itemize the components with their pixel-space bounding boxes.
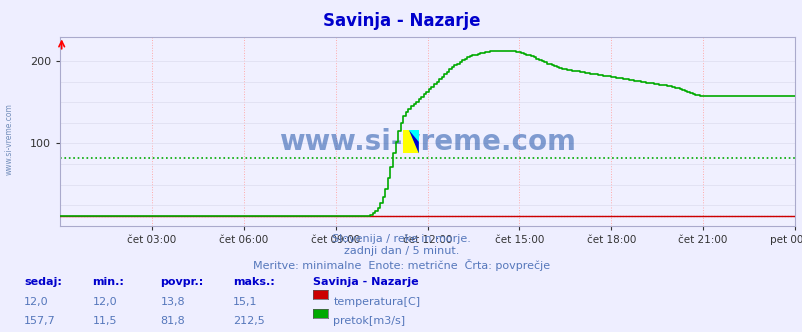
Text: zadnji dan / 5 minut.: zadnji dan / 5 minut.: [343, 246, 459, 256]
Text: 81,8: 81,8: [160, 316, 185, 326]
Text: 157,7: 157,7: [24, 316, 56, 326]
Text: 13,8: 13,8: [160, 297, 185, 307]
Text: 212,5: 212,5: [233, 316, 265, 326]
Text: povpr.:: povpr.:: [160, 277, 204, 287]
Text: Slovenija / reke in morje.: Slovenija / reke in morje.: [332, 234, 470, 244]
Text: min.:: min.:: [92, 277, 124, 287]
Text: 12,0: 12,0: [92, 297, 117, 307]
Text: 12,0: 12,0: [24, 297, 49, 307]
Text: Savinja - Nazarje: Savinja - Nazarje: [322, 12, 480, 30]
Polygon shape: [408, 130, 419, 153]
Text: www.si-vreme.com: www.si-vreme.com: [279, 128, 575, 156]
Text: Savinja - Nazarje: Savinja - Nazarje: [313, 277, 419, 287]
Text: 15,1: 15,1: [233, 297, 257, 307]
Text: sedaj:: sedaj:: [24, 277, 62, 287]
Text: pretok[m3/s]: pretok[m3/s]: [333, 316, 405, 326]
Text: www.si-vreme.com: www.si-vreme.com: [5, 104, 14, 175]
Text: 11,5: 11,5: [92, 316, 117, 326]
Polygon shape: [408, 130, 419, 153]
Text: temperatura[C]: temperatura[C]: [333, 297, 419, 307]
Text: Meritve: minimalne  Enote: metrične  Črta: povprečje: Meritve: minimalne Enote: metrične Črta:…: [253, 259, 549, 271]
Text: maks.:: maks.:: [233, 277, 274, 287]
Bar: [402, 130, 419, 153]
